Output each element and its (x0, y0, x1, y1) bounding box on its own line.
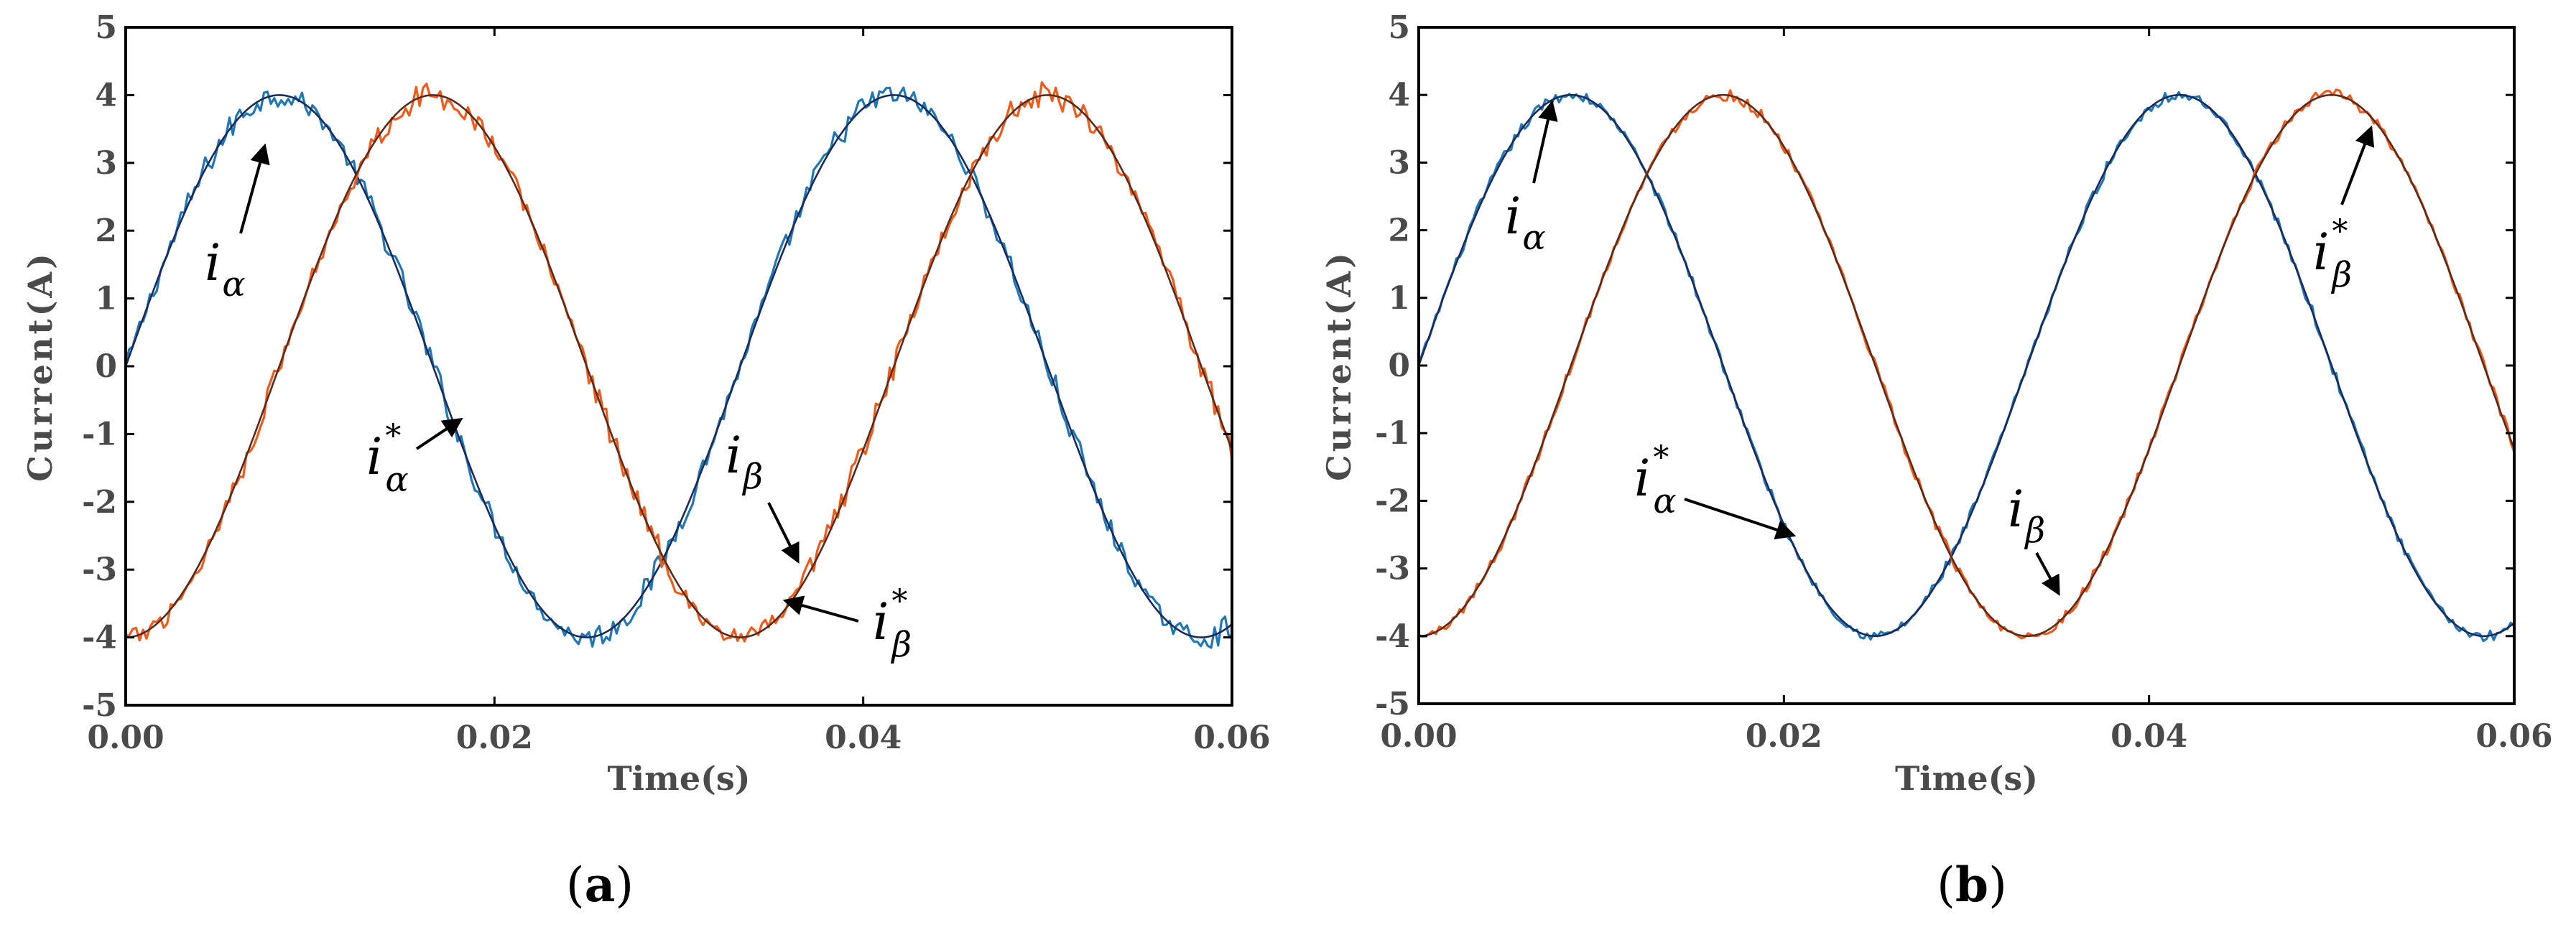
series-line-4 (126, 94, 1232, 638)
y-tick-label: -4 (1375, 618, 1410, 655)
y-axis-label: Current(A) (1320, 250, 1358, 481)
series-line-2 (1419, 93, 2514, 638)
annotation-label: iβ (726, 426, 763, 497)
series-line-1 (1419, 90, 2514, 643)
annotation-arrow (239, 143, 270, 234)
y-tick-label: 1 (95, 281, 117, 317)
y-tick-label: -3 (82, 552, 117, 588)
y-tick-label: -1 (82, 416, 117, 452)
y-tick-label: 0 (95, 348, 117, 385)
series-line-3 (1419, 88, 2514, 640)
annotation-arrow (1684, 498, 1797, 540)
chart-panel-b: 5 4 3 2 1 0 -1 -2 -3 -4 -50.00 0.02 0.04 0.06 Time(s) C… (1320, 9, 2553, 913)
y-tick-label: 3 (1388, 144, 1410, 181)
annotation-arrow (2035, 552, 2060, 596)
x-tick-label: 0.02 (1746, 718, 1822, 755)
x-tick-label: 0.00 (1380, 718, 1457, 755)
y-tick-label: 3 (95, 145, 117, 182)
annotation-label: iα (1505, 187, 1546, 258)
y-tick-label: 1 (1388, 280, 1410, 317)
x-tick-label: 0.06 (2475, 718, 2552, 755)
annotation-arrow (415, 417, 463, 450)
y-axis-label: Current(A) (21, 251, 60, 482)
annotation-label: i* α (1634, 439, 1677, 521)
y-tick-label: 2 (1388, 213, 1410, 249)
annotation-label: i* β (2313, 213, 2352, 295)
x-axis-label: Time(s) (1895, 759, 2038, 798)
y-tick-label: 5 (95, 9, 117, 46)
y-tick-label: 2 (95, 213, 117, 249)
series-line-4 (1419, 93, 2514, 638)
panel-label: (b) (1937, 857, 2007, 913)
x-tick-label: 0.04 (825, 720, 902, 756)
series-line-3 (126, 81, 1232, 643)
chart-panel-a: 5 4 3 2 1 0 -1 -2 -3 -4 -50.00 0.02 0.04 0.06 Time(s) C… (21, 9, 1271, 913)
plot-frame (124, 26, 1233, 707)
x-tick-label: 0.04 (2111, 718, 2187, 755)
series-group (126, 81, 1232, 649)
annotation-label: i* α (366, 418, 409, 500)
plot-frame (1417, 26, 2516, 705)
annotation-arrow (767, 502, 800, 564)
y-tick-label: -2 (1375, 483, 1410, 519)
y-tick-label: -5 (82, 687, 117, 724)
y-tick-label: 5 (1388, 9, 1410, 46)
x-axis-label: Time(s) (607, 759, 750, 798)
x-tick-label: 0.06 (1193, 720, 1270, 756)
y-tick-label: -5 (1375, 686, 1410, 722)
annotation-arrow (1532, 100, 1558, 184)
annotation-arrow (2340, 125, 2375, 205)
y-tick-label: -4 (82, 620, 117, 656)
y-tick-label: -3 (1375, 551, 1410, 587)
y-tick-label: 4 (1388, 77, 1410, 113)
annotation-label: iβ (2008, 480, 2045, 551)
annotation-arrow (782, 595, 859, 623)
y-tick-label: -1 (1375, 415, 1410, 452)
series-line-1 (126, 86, 1232, 649)
y-tick-label: 4 (95, 77, 117, 113)
panel-label: (a) (566, 857, 634, 913)
x-tick-label: 0.02 (456, 720, 533, 756)
y-tick-label: -2 (82, 484, 117, 521)
x-tick-label: 0.00 (87, 720, 164, 756)
y-tick-label: 0 (1388, 348, 1410, 384)
series-group (1419, 88, 2514, 643)
annotation-label: iα (205, 233, 246, 304)
annotation-label: i* β (873, 583, 912, 665)
series-line-2 (126, 94, 1232, 638)
